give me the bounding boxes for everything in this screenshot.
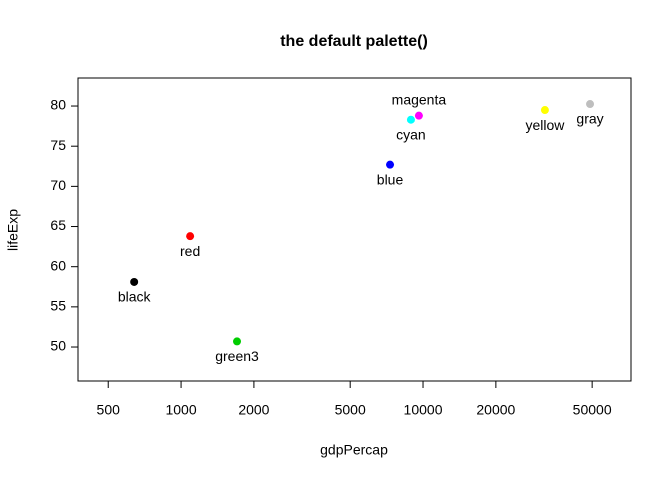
point bbox=[406, 115, 415, 124]
point bbox=[586, 100, 595, 109]
point-label: green3 bbox=[215, 348, 259, 364]
x-tick-label: 5000 bbox=[335, 402, 366, 418]
x-tick-label: 20000 bbox=[476, 402, 515, 418]
chart-title: the default palette() bbox=[280, 33, 428, 50]
y-axis-label: lifeExp bbox=[5, 209, 21, 251]
point bbox=[540, 106, 549, 115]
point bbox=[186, 232, 195, 241]
x-tick-label: 10000 bbox=[404, 402, 443, 418]
plot-frame bbox=[77, 77, 632, 382]
x-tick-label: 2000 bbox=[238, 402, 269, 418]
point-label: red bbox=[180, 243, 200, 259]
y-tick-label: 75 bbox=[50, 137, 66, 153]
y-tick-label: 65 bbox=[50, 217, 66, 233]
point-label: gray bbox=[576, 111, 603, 127]
point-label: yellow bbox=[525, 117, 565, 133]
x-tick-label: 500 bbox=[97, 402, 121, 418]
point-label: blue bbox=[377, 171, 404, 187]
x-axis-label: gdpPercap bbox=[320, 442, 388, 458]
y-tick-label: 55 bbox=[50, 298, 66, 314]
y-tick-label: 50 bbox=[50, 338, 66, 354]
point bbox=[414, 111, 423, 120]
point bbox=[130, 277, 139, 286]
x-tick-label: 50000 bbox=[573, 402, 612, 418]
point bbox=[233, 337, 242, 346]
y-tick-label: 80 bbox=[50, 97, 66, 113]
point-label: magenta bbox=[392, 91, 447, 107]
point-label: black bbox=[118, 289, 152, 305]
x-tick-label: 1000 bbox=[165, 402, 196, 418]
point-label: cyan bbox=[396, 126, 426, 142]
y-tick-label: 70 bbox=[50, 177, 66, 193]
point bbox=[386, 160, 395, 169]
y-tick-label: 60 bbox=[50, 257, 66, 273]
